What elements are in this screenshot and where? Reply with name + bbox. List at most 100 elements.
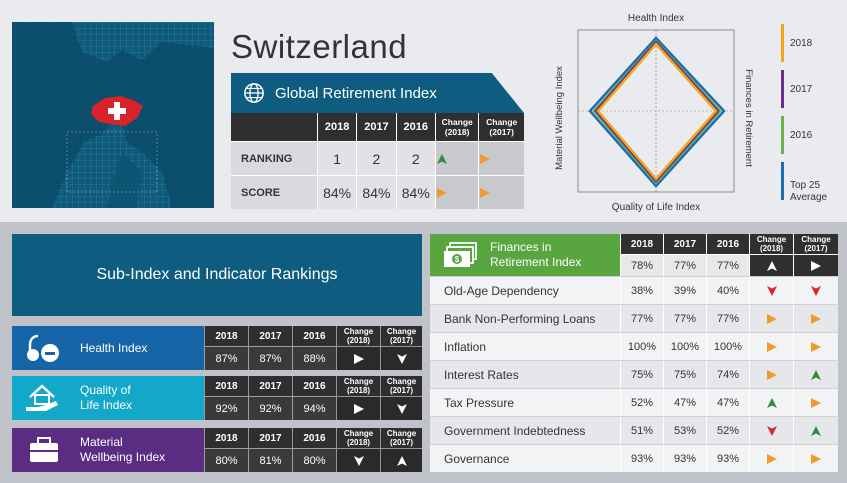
index-value: 88% bbox=[292, 346, 336, 370]
change-arrow-cell bbox=[749, 254, 793, 276]
gri-row-label: RANKING bbox=[231, 141, 318, 175]
indicator-label: Government Indebtedness bbox=[444, 423, 586, 438]
indicator-row: Inflation 100% 100% 100% bbox=[430, 332, 838, 360]
radar-series-2017 bbox=[594, 40, 720, 183]
svg-text:$: $ bbox=[455, 255, 460, 264]
indicator-value: 39% bbox=[663, 277, 706, 304]
up-arrow-icon bbox=[811, 425, 821, 436]
indicator-row: Tax Pressure 52% 47% 47% bbox=[430, 388, 838, 416]
right-arrow-icon bbox=[353, 403, 364, 414]
index-values-grid: 2018 2017 2016 Change (2018) Change (201… bbox=[204, 376, 422, 420]
gri-header-2016: 2016 bbox=[396, 113, 436, 141]
change-arrow-cell bbox=[749, 417, 793, 444]
gri-header-change-2018: Change (2018) bbox=[435, 113, 480, 141]
gri-header-change-2017: Change (2017) bbox=[479, 113, 524, 141]
radar-axis-top-label: Health Index bbox=[628, 13, 684, 24]
change-arrow-cell bbox=[336, 448, 380, 472]
right-arrow-icon bbox=[811, 260, 821, 271]
finances-index-name: Finances in Retirement Index bbox=[490, 240, 582, 269]
indicator-value: 93% bbox=[620, 445, 663, 472]
indicator-label: Governance bbox=[444, 451, 510, 466]
col-header-change-2018: Change (2018) bbox=[749, 234, 793, 254]
col-header-2017: 2017 bbox=[248, 376, 292, 396]
change-arrow-cell bbox=[793, 254, 838, 276]
gri-value: 2 bbox=[357, 141, 397, 175]
up-arrow-icon bbox=[396, 455, 407, 466]
finances-value: 77% bbox=[706, 254, 749, 276]
right-arrow-icon bbox=[811, 453, 821, 464]
col-header-2018: 2018 bbox=[204, 428, 248, 448]
col-header-change-2017: Change (2017) bbox=[380, 428, 422, 448]
radar-series-top25 bbox=[588, 36, 726, 188]
legend-item-top25: Top 25 Average bbox=[778, 162, 827, 203]
gri-header-2017: 2017 bbox=[357, 113, 397, 141]
col-header-2017: 2017 bbox=[248, 326, 292, 346]
change-arrow-cell bbox=[749, 389, 793, 416]
down-arrow-icon bbox=[396, 353, 407, 364]
change-arrow-cell bbox=[793, 389, 838, 416]
indicator-value: 74% bbox=[706, 361, 749, 388]
right-arrow-icon bbox=[480, 153, 491, 164]
col-header-change-2018: Change (2018) bbox=[336, 376, 380, 396]
index-value: 94% bbox=[292, 396, 336, 420]
indicator-value: 75% bbox=[663, 361, 706, 388]
col-header-2018: 2018 bbox=[204, 376, 248, 396]
indicator-value: 100% bbox=[620, 333, 663, 360]
change-arrow-cell bbox=[793, 361, 838, 388]
right-arrow-icon bbox=[766, 369, 777, 380]
change-arrow-cell bbox=[479, 175, 524, 209]
col-header-2016: 2016 bbox=[292, 428, 336, 448]
finances-values-grid: 2018 2017 2016 Change (2018) Change (201… bbox=[620, 234, 838, 276]
radar-chart: Health Index Quality of Life Index Mater… bbox=[554, 13, 754, 213]
change-arrow-cell bbox=[380, 346, 422, 370]
right-arrow-icon bbox=[353, 353, 364, 364]
index-value: 80% bbox=[292, 448, 336, 472]
indicator-value: 77% bbox=[663, 305, 706, 332]
indicator-value: 77% bbox=[620, 305, 663, 332]
right-arrow-icon bbox=[811, 313, 821, 324]
indicator-label: Interest Rates bbox=[444, 367, 519, 382]
change-arrow-cell bbox=[749, 305, 793, 332]
col-header-2018: 2018 bbox=[204, 326, 248, 346]
right-arrow-icon bbox=[480, 187, 491, 198]
sub-index-title: Sub-Index and Indicator Rankings bbox=[96, 266, 338, 283]
indicator-label: Inflation bbox=[444, 339, 487, 354]
col-header-2017: 2017 bbox=[248, 428, 292, 448]
index-value: 87% bbox=[204, 346, 248, 370]
finances-index-label: $ Finances in Retirement Index bbox=[430, 234, 620, 276]
down-arrow-icon bbox=[396, 403, 407, 414]
change-arrow-cell bbox=[793, 277, 838, 304]
down-arrow-icon bbox=[766, 285, 777, 296]
col-header-change-2018: Change (2018) bbox=[336, 428, 380, 448]
gri-header-2018: 2018 bbox=[317, 113, 358, 141]
col-header-2016: 2016 bbox=[706, 234, 749, 254]
index-header: Health Index bbox=[12, 326, 204, 370]
briefcase-icon bbox=[30, 437, 58, 462]
finances-indicator-list: Old-Age Dependency 38% 39% 40% Bank Non-… bbox=[430, 276, 838, 472]
change-arrow-cell bbox=[749, 361, 793, 388]
gri-header-blank bbox=[231, 113, 318, 141]
col-header-2017: 2017 bbox=[663, 234, 706, 254]
indicator-row: Interest Rates 75% 75% 74% bbox=[430, 360, 838, 388]
index-value: 92% bbox=[248, 396, 292, 420]
right-arrow-icon bbox=[811, 397, 821, 408]
quality-of-life-index-row: Quality of Life Index 2018 2017 2016 Cha… bbox=[12, 376, 422, 420]
gri-title: Global Retirement Index bbox=[275, 84, 437, 102]
radar-axis-left-label: Material Wellbeing Index bbox=[554, 66, 565, 170]
gri-value: 84% bbox=[396, 175, 436, 209]
change-arrow-cell bbox=[793, 305, 838, 332]
up-arrow-icon bbox=[766, 397, 777, 408]
indicator-label: Old-Age Dependency bbox=[444, 283, 559, 298]
index-name: Material Wellbeing Index bbox=[80, 435, 166, 464]
change-arrow-cell bbox=[435, 175, 480, 209]
gri-row-label: SCORE bbox=[231, 175, 318, 209]
index-value: 87% bbox=[248, 346, 292, 370]
money-icon: $ bbox=[444, 242, 477, 267]
index-values-grid: 2018 2017 2016 Change (2018) Change (201… bbox=[204, 428, 422, 472]
col-header-change-2017: Change (2017) bbox=[793, 234, 838, 254]
right-arrow-icon bbox=[811, 341, 821, 352]
gri-table: 2018 2017 2016 Change (2018) Change (201… bbox=[231, 113, 524, 209]
radar-series-2016 bbox=[592, 39, 722, 185]
gri-row-ranking: RANKING 1 2 2 bbox=[231, 141, 524, 175]
change-arrow-cell bbox=[749, 445, 793, 472]
